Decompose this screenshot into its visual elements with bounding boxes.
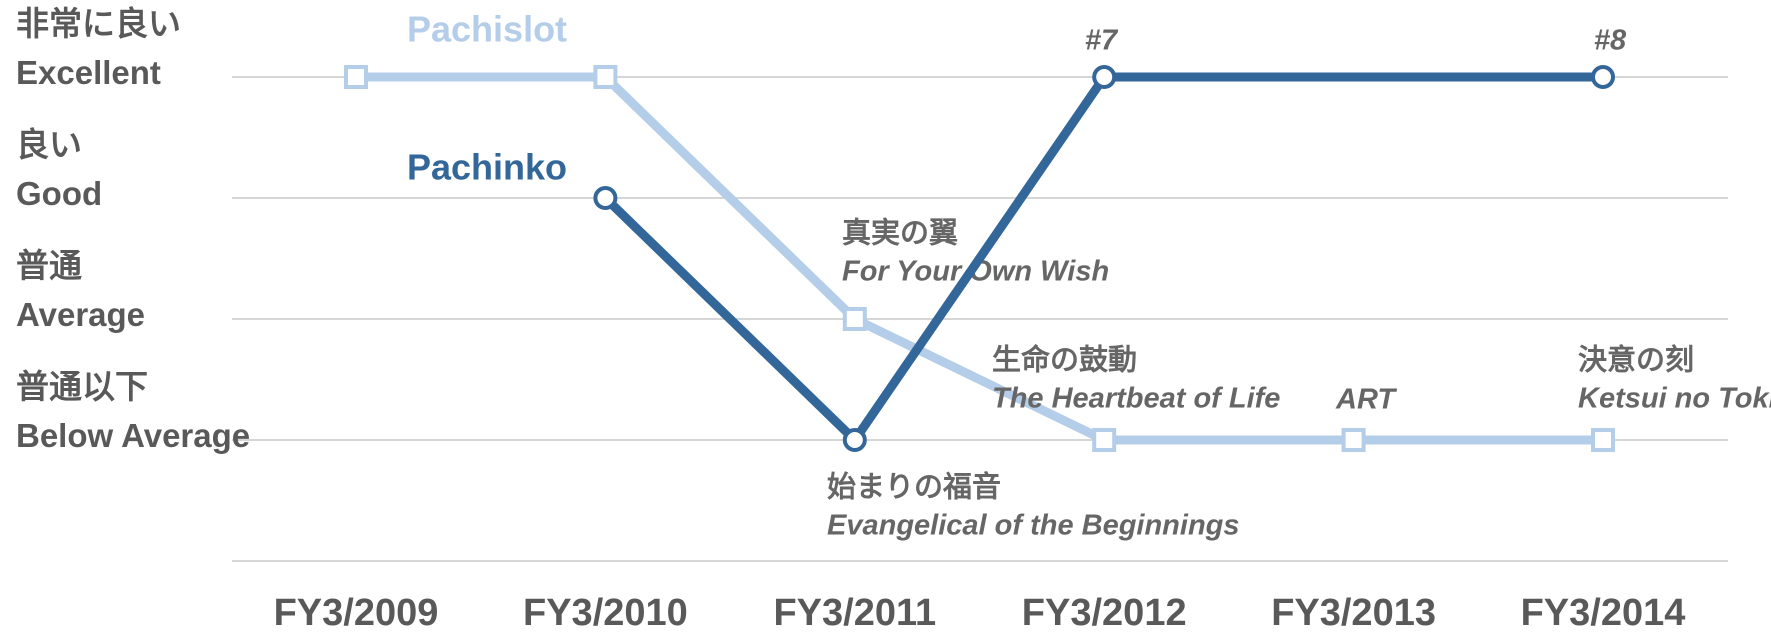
x-tick-label: FY3/2014 <box>1521 592 1686 632</box>
marker <box>344 65 368 89</box>
y-tick-label: 非常に良い Excellent <box>16 5 181 91</box>
annotation: 真実の翼 <box>842 217 958 250</box>
marker <box>593 65 618 89</box>
annotation: Evangelical of the Beginnings <box>827 510 1240 542</box>
y-tick-label: 良い Good <box>16 126 103 212</box>
annotation: 決意の刻 <box>1578 343 1694 377</box>
x-tick-label: FY3/2012 <box>1022 592 1187 632</box>
annotation: Ketsui no Toki <box>1578 383 1771 415</box>
annotation: #7 <box>1085 25 1119 57</box>
marker <box>1591 65 1615 89</box>
series-label: Pachislot <box>407 9 567 50</box>
annotation: 始まりの福音 <box>827 470 1001 504</box>
line <box>356 72 1603 445</box>
marker <box>1341 428 1366 452</box>
annotation: ART <box>1335 384 1397 416</box>
y-tick-label: 普通以下 Below Average <box>16 368 251 454</box>
line <box>602 72 1603 447</box>
y-tick-label: 普通 Average <box>16 247 146 333</box>
annotation: #8 <box>1594 25 1627 57</box>
x-tick-label: FY3/2010 <box>523 592 688 632</box>
annotation: The Heartbeat of Life <box>992 383 1280 415</box>
marker <box>842 307 867 331</box>
series-label: Pachinko <box>407 147 567 188</box>
marker <box>842 428 867 452</box>
marker <box>1092 428 1117 452</box>
annotation: 生命の鼓動 <box>992 343 1137 377</box>
marker <box>1591 428 1615 452</box>
x-tick-label: FY3/2009 <box>274 592 439 632</box>
x-tick-label: FY3/2013 <box>1271 592 1436 632</box>
marker <box>593 186 618 210</box>
x-tick-label: FY3/2011 <box>773 592 936 632</box>
marker <box>1092 65 1117 89</box>
